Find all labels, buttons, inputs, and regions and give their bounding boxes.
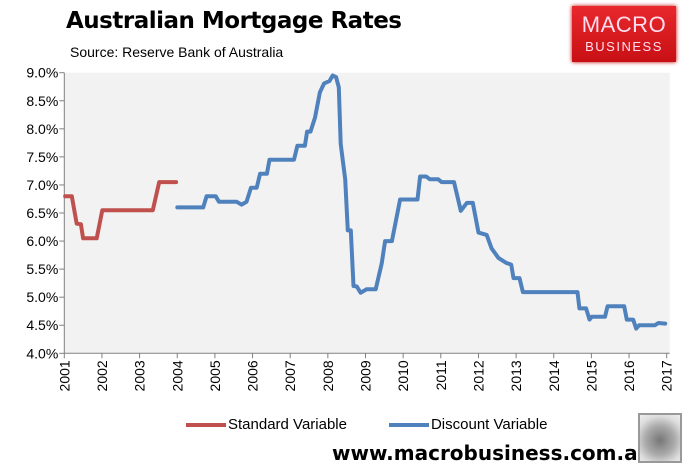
chart-source: Source: Reserve Bank of Australia (70, 44, 284, 60)
x-tick-label: 2009 (358, 360, 374, 391)
x-tick-label: 2008 (320, 360, 336, 391)
x-tick-label: 2016 (621, 360, 637, 391)
wolf-image (638, 413, 682, 463)
legend: Standard Variable Discount Variable (186, 416, 547, 433)
x-tick-label: 2012 (470, 360, 486, 391)
chart-title: Australian Mortgage Rates (66, 8, 402, 34)
x-tick-label: 2001 (56, 360, 72, 391)
x-tick-label: 2006 (245, 360, 261, 391)
legend-label-discount: Discount Variable (430, 416, 548, 433)
x-tick-label: 2015 (583, 360, 599, 391)
legend-item-standard: Standard Variable (186, 416, 347, 433)
x-tick-label: 2005 (207, 360, 223, 391)
y-tick-label: 5.5% (26, 261, 58, 277)
y-tick-label: 8.5% (26, 93, 58, 109)
series-line-standard-variable (63, 180, 179, 241)
legend-item-discount: Discount Variable (388, 416, 548, 433)
logo-line1: MACRO (581, 12, 667, 37)
y-tick-label: 8.0% (26, 121, 58, 137)
y-tick-label: 6.0% (26, 233, 58, 249)
y-tick-label: 4.5% (26, 317, 58, 333)
legend-swatch-discount (388, 422, 429, 427)
x-tick-label: 2011 (433, 360, 449, 390)
x-tick-label: 2010 (395, 360, 411, 391)
y-tick-label: 6.5% (26, 205, 58, 221)
logo-line2: BUSINESS (585, 39, 663, 54)
y-tick-label: 5.0% (26, 289, 58, 305)
x-tick-label: 2004 (169, 360, 185, 391)
macrobusiness-logo: MACRO BUSINESS (572, 6, 676, 62)
series-line-discount-variable (175, 73, 668, 331)
x-tick-label: 2007 (282, 360, 298, 391)
x-tick-label: 2014 (546, 360, 562, 391)
y-tick-label: 9.0% (26, 65, 58, 81)
x-tick-label: 2003 (132, 360, 148, 391)
y-tick-label: 7.0% (26, 177, 58, 193)
x-tick-label: 2013 (508, 360, 524, 391)
y-tick-label: 7.5% (26, 149, 58, 165)
x-tick-label: 2002 (94, 360, 110, 391)
website-url: www.macrobusiness.com.au (332, 441, 652, 465)
legend-swatch-standard (186, 422, 226, 427)
y-tick-label: 4.0% (26, 345, 58, 361)
x-tick-label: 2017 (659, 360, 675, 391)
legend-label-standard: Standard Variable (228, 416, 347, 433)
plot-area (64, 72, 670, 354)
